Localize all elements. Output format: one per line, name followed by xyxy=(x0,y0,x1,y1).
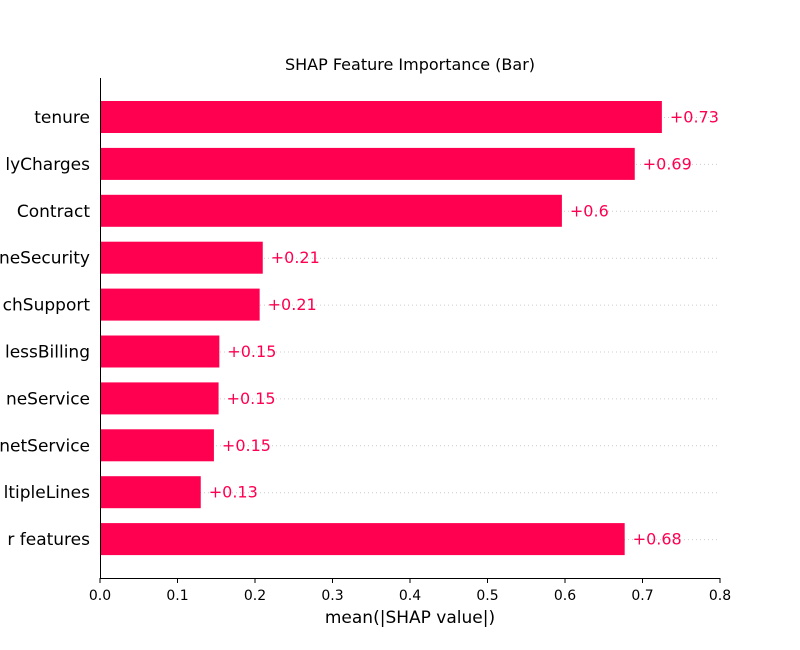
value-label: +0.15 xyxy=(227,342,276,361)
y-tick-labels: tenure lyCharges Contract neSecurity chSuppo… xyxy=(0,108,90,550)
bar xyxy=(100,429,214,462)
value-label: +0.68 xyxy=(633,530,682,549)
bar xyxy=(100,476,201,509)
bar xyxy=(100,241,263,274)
x-tick-label: 0.0 xyxy=(89,588,111,604)
x-tick-label: 0.6 xyxy=(554,588,576,604)
x-tick-label: 0.3 xyxy=(321,588,343,604)
y-tick-label: r features xyxy=(7,530,90,550)
y-tick-label: neService xyxy=(6,389,90,409)
y-tick-label: lyCharges xyxy=(5,155,90,175)
y-tick-label: ltipleLines xyxy=(4,483,91,503)
y-tick-label: neSecurity xyxy=(0,249,90,269)
value-label: +0.6 xyxy=(570,201,609,220)
x-tick-label: 0.7 xyxy=(631,588,653,604)
chart-title: SHAP Feature Importance (Bar) xyxy=(285,55,535,74)
value-label: +0.21 xyxy=(268,295,317,314)
value-label: +0.73 xyxy=(670,108,719,127)
value-label: +0.69 xyxy=(643,154,692,173)
bar xyxy=(100,335,220,368)
y-tick-label: lessBilling xyxy=(5,343,90,363)
bar xyxy=(100,194,562,227)
value-label: +0.21 xyxy=(271,248,320,267)
value-labels: +0.73 +0.69 +0.6 +0.21 +0.21 +0.15 +0.15 +0.15 +… xyxy=(209,108,719,549)
x-tick-label: 0.4 xyxy=(399,588,421,604)
bars xyxy=(100,101,662,556)
bar xyxy=(100,523,625,556)
value-label: +0.15 xyxy=(227,389,276,408)
bar xyxy=(100,382,219,415)
y-tick-label: netService xyxy=(0,436,90,456)
y-tick-label: tenure xyxy=(34,108,90,128)
value-label: +0.15 xyxy=(222,436,271,455)
bar xyxy=(100,288,260,321)
bar xyxy=(100,147,635,180)
value-label: +0.13 xyxy=(209,483,258,502)
x-ticks: 0.0 0.1 0.2 0.3 0.4 0.5 0.6 0.7 0.8 xyxy=(89,578,731,604)
x-tick-label: 0.8 xyxy=(709,588,731,604)
bar xyxy=(100,101,662,133)
y-tick-label: Contract xyxy=(17,202,90,222)
x-tick-label: 0.5 xyxy=(476,588,498,604)
y-tick-label: chSupport xyxy=(3,296,91,316)
x-axis-label: mean(|SHAP value|) xyxy=(325,608,495,628)
x-tick-label: 0.1 xyxy=(166,588,188,604)
x-tick-label: 0.2 xyxy=(244,588,266,604)
